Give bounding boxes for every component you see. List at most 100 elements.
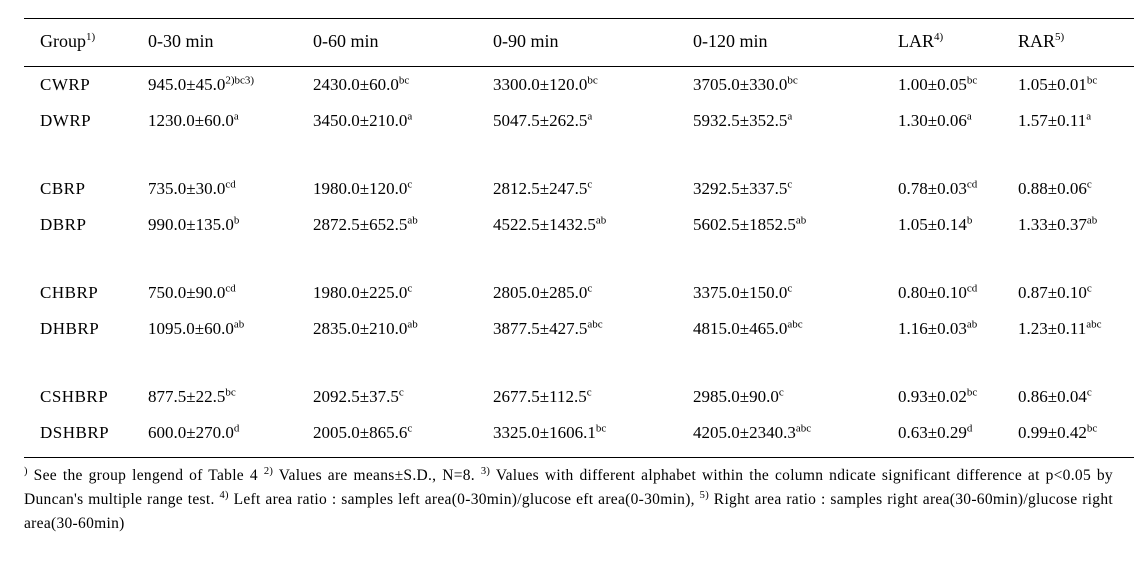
footnote-4-text: Left area ratio : samples left area(0-30… — [229, 491, 700, 508]
value-cell: 3375.0±150.0c — [689, 275, 894, 311]
footnote-1-text: See the group lengend of Table 4 — [28, 467, 264, 484]
cell-value: 0.99±0.42 — [1018, 423, 1087, 442]
value-cell: 5047.5±262.5a — [489, 103, 689, 139]
cell-value: 750.0±90.0 — [148, 283, 225, 302]
group-cell: CHBRP — [24, 275, 144, 311]
value-cell: 0.80±0.10cd — [894, 275, 1014, 311]
table-row: CHBRP750.0±90.0cd1980.0±225.0c2805.0±285… — [24, 275, 1134, 311]
cell-superscript: bc — [596, 422, 606, 434]
value-cell: 2985.0±90.0c — [689, 379, 894, 415]
cell-value: 0.78±0.03 — [898, 179, 967, 198]
value-cell: 0.86±0.04c — [1014, 379, 1134, 415]
header-0-30-label: 0-30 min — [148, 31, 214, 51]
gap-cell — [24, 139, 1134, 171]
header-0-60-label: 0-60 min — [313, 31, 379, 51]
cell-superscript: bc — [1087, 74, 1097, 86]
value-cell: 1095.0±60.0ab — [144, 311, 309, 347]
cell-value: 0.80±0.10 — [898, 283, 967, 302]
cell-value: 2805.0±285.0 — [493, 283, 587, 302]
table-row: DWRP1230.0±60.0a3450.0±210.0a5047.5±262.… — [24, 103, 1134, 139]
cell-superscript: b — [234, 214, 240, 226]
footnote-2-text: Values are means±S.D., N=8. — [273, 467, 481, 484]
cell-value: 2677.5±112.5 — [493, 387, 587, 406]
group-cell: DSHBRP — [24, 415, 144, 458]
group-cell: DHBRP — [24, 311, 144, 347]
value-cell: 1.33±0.37ab — [1014, 207, 1134, 243]
cell-superscript: c — [399, 386, 404, 398]
header-0-120: 0-120 min — [689, 19, 894, 67]
cell-value: 1980.0±120.0 — [313, 179, 407, 198]
cell-superscript: b — [967, 214, 973, 226]
header-0-30: 0-30 min — [144, 19, 309, 67]
cell-superscript: abc — [1086, 318, 1101, 330]
table-row: DHBRP1095.0±60.0ab2835.0±210.0ab3877.5±4… — [24, 311, 1134, 347]
cell-superscript: ab — [407, 318, 417, 330]
value-cell: 2872.5±652.5ab — [309, 207, 489, 243]
cell-superscript: ab — [1087, 214, 1097, 226]
value-cell: 750.0±90.0cd — [144, 275, 309, 311]
value-cell: 3450.0±210.0a — [309, 103, 489, 139]
value-cell: 3877.5±427.5abc — [489, 311, 689, 347]
cell-value: 2430.0±60.0 — [313, 75, 399, 94]
cell-superscript: c — [407, 282, 412, 294]
value-cell: 1.30±0.06a — [894, 103, 1014, 139]
header-row: Group1) 0-30 min 0-60 min 0-90 min 0-120… — [24, 19, 1134, 67]
cell-value: 1095.0±60.0 — [148, 319, 234, 338]
cell-superscript: bc — [967, 74, 977, 86]
value-cell: 2430.0±60.0bc — [309, 67, 489, 104]
value-cell: 1.57±0.11a — [1014, 103, 1134, 139]
value-cell: 2092.5±37.5c — [309, 379, 489, 415]
cell-value: 945.0±45.0 — [148, 75, 225, 94]
cell-value: 3375.0±150.0 — [693, 283, 787, 302]
header-0-60: 0-60 min — [309, 19, 489, 67]
value-cell: 2805.0±285.0c — [489, 275, 689, 311]
table-row: DBRP990.0±135.0b2872.5±652.5ab4522.5±143… — [24, 207, 1134, 243]
value-cell: 945.0±45.02)bc3) — [144, 67, 309, 104]
group-cell: DWRP — [24, 103, 144, 139]
value-cell: 0.87±0.10c — [1014, 275, 1134, 311]
table-gap-row — [24, 347, 1134, 379]
value-cell: 1980.0±225.0c — [309, 275, 489, 311]
data-table: Group1) 0-30 min 0-60 min 0-90 min 0-120… — [24, 18, 1134, 458]
cell-superscript: a — [967, 110, 972, 122]
cell-superscript: a — [787, 110, 792, 122]
cell-value: 1.57±0.11 — [1018, 111, 1086, 130]
cell-superscript: cd — [967, 178, 977, 190]
cell-value: 1980.0±225.0 — [313, 283, 407, 302]
value-cell: 1230.0±60.0a — [144, 103, 309, 139]
group-cell: CWRP — [24, 67, 144, 104]
cell-superscript: c — [407, 422, 412, 434]
cell-superscript: ab — [234, 318, 244, 330]
cell-superscript: c — [1087, 386, 1092, 398]
cell-value: 0.93±0.02 — [898, 387, 967, 406]
cell-value: 990.0±135.0 — [148, 215, 234, 234]
cell-value: 1230.0±60.0 — [148, 111, 234, 130]
header-lar-sup: 4) — [934, 31, 943, 43]
cell-value: 1.05±0.01 — [1018, 75, 1087, 94]
cell-value: 1.33±0.37 — [1018, 215, 1087, 234]
footnotes: ) See the group lengend of Table 4 2) Va… — [24, 464, 1113, 536]
group-cell: CBRP — [24, 171, 144, 207]
cell-value: 877.5±22.5 — [148, 387, 225, 406]
value-cell: 2812.5±247.5c — [489, 171, 689, 207]
table-row: CBRP735.0±30.0cd1980.0±120.0c2812.5±247.… — [24, 171, 1134, 207]
cell-value: 2005.0±865.6 — [313, 423, 407, 442]
table-gap-row — [24, 243, 1134, 275]
header-rar-label: RAR — [1018, 31, 1055, 51]
cell-superscript: c — [787, 282, 792, 294]
table-gap-row — [24, 139, 1134, 171]
table-row: CWRP945.0±45.02)bc3)2430.0±60.0bc3300.0±… — [24, 67, 1134, 104]
cell-value: 0.87±0.10 — [1018, 283, 1087, 302]
cell-superscript: 2)bc3) — [225, 74, 254, 86]
cell-value: 2092.5±37.5 — [313, 387, 399, 406]
gap-cell — [24, 243, 1134, 275]
value-cell: 4205.0±2340.3abc — [689, 415, 894, 458]
header-0-120-label: 0-120 min — [693, 31, 768, 51]
cell-value: 4815.0±465.0 — [693, 319, 787, 338]
cell-value: 2985.0±90.0 — [693, 387, 779, 406]
cell-value: 2812.5±247.5 — [493, 179, 587, 198]
cell-superscript: d — [234, 422, 240, 434]
value-cell: 0.63±0.29d — [894, 415, 1014, 458]
cell-value: 3292.5±337.5 — [693, 179, 787, 198]
cell-superscript: abc — [787, 318, 802, 330]
